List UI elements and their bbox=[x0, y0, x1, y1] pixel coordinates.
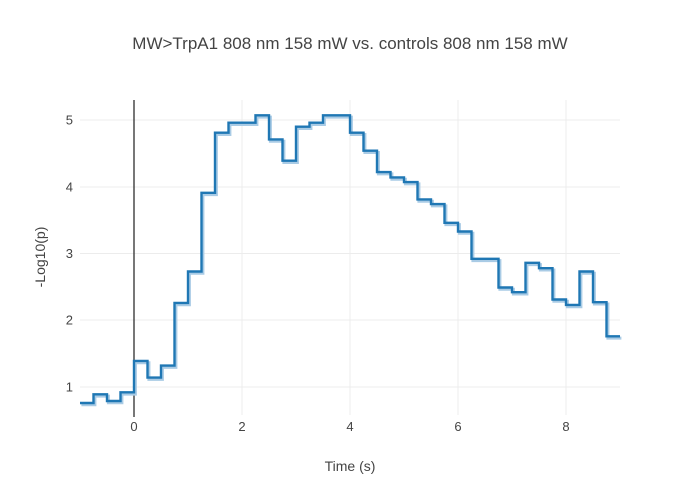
y-tick-label: 4 bbox=[66, 179, 73, 194]
y-axis-title: -Log10(p) bbox=[32, 226, 48, 288]
y-tick-label: 5 bbox=[66, 113, 73, 128]
y-tick-label: 3 bbox=[66, 246, 73, 261]
x-axis-title: Time (s) bbox=[324, 458, 376, 474]
y-tick-label: 1 bbox=[66, 380, 73, 395]
x-tick-label: 6 bbox=[454, 419, 461, 434]
series-shadow-line bbox=[81, 115, 622, 407]
x-tick-label: 2 bbox=[238, 419, 245, 434]
x-tick-label: 0 bbox=[130, 419, 137, 434]
chart-title: MW>TrpA1 808 nm 158 mW vs. controls 808 … bbox=[132, 34, 568, 53]
x-tick-label: 8 bbox=[562, 419, 569, 434]
x-tick-label: 4 bbox=[346, 419, 353, 434]
series-line bbox=[80, 114, 620, 405]
y-tick-label: 2 bbox=[66, 313, 73, 328]
